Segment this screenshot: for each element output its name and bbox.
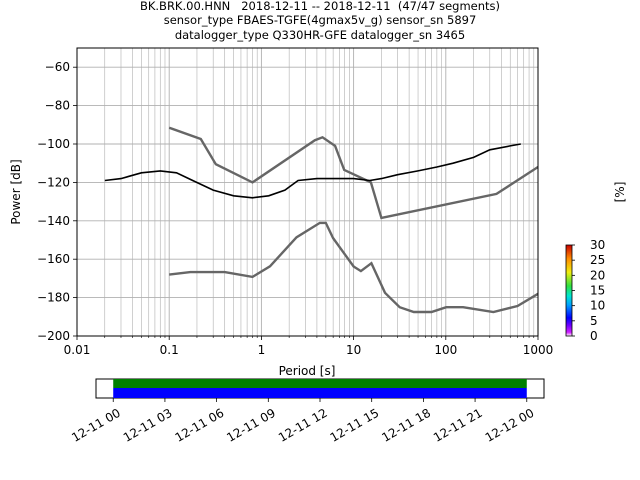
nlnm-curve bbox=[169, 221, 538, 314]
time-tick-label: 12-11 09 bbox=[224, 406, 278, 445]
x-tick-label: 1000 bbox=[523, 343, 554, 357]
availability-bar-bottom bbox=[113, 388, 527, 398]
figure-title-line-1: BK.BRK.00.HNN 2018-12-11 -- 2018-12-11 (… bbox=[139, 0, 501, 13]
x-axis-ticks: 0.01 0.1 1 10 100 1000 bbox=[64, 336, 554, 357]
y-tick-label: −140 bbox=[37, 214, 70, 228]
figure-title-line-3: datalogger_type Q330HR-GFE datalogger_sn… bbox=[174, 28, 466, 42]
colorbar-tick-label: 0 bbox=[590, 329, 598, 343]
x-axis-label: Period [s] bbox=[279, 364, 336, 378]
mode-line-layer bbox=[104, 143, 521, 199]
y-axis-label: Power [dB] bbox=[9, 159, 23, 224]
plot-grid bbox=[76, 48, 538, 336]
x-tick-label: 0.01 bbox=[64, 343, 91, 357]
y-tick-label: −60 bbox=[45, 60, 70, 74]
time-tick-label: 12-11 21 bbox=[431, 406, 485, 445]
colorbar-tick-label: 15 bbox=[590, 284, 605, 298]
time-tick-label: 12-12 00 bbox=[483, 406, 537, 445]
time-tick-label: 12-11 00 bbox=[69, 406, 123, 445]
colorbar-tick-label: 25 bbox=[590, 253, 605, 267]
mode-line bbox=[104, 143, 521, 199]
plot-frame bbox=[76, 47, 539, 337]
nhnm-curve bbox=[168, 126, 538, 220]
colorbar-tick-label: 5 bbox=[590, 314, 598, 328]
x-tick-label: 10 bbox=[346, 343, 361, 357]
time-tick-label: 12-11 18 bbox=[379, 406, 433, 445]
time-tick-label: 12-11 03 bbox=[121, 406, 175, 445]
x-tick-label: 0.1 bbox=[160, 343, 179, 357]
y-tick-label: −120 bbox=[37, 175, 70, 189]
y-tick-label: −180 bbox=[37, 291, 70, 305]
time-tick-label: 12-11 06 bbox=[173, 406, 227, 445]
figure-title-line-2: sensor_type FBAES-TGFE(4gmax5v_g) sensor… bbox=[163, 13, 477, 27]
x-tick-label: 100 bbox=[434, 343, 457, 357]
time-tick-label: 12-11 12 bbox=[276, 406, 330, 445]
time-tick-label: 12-11 15 bbox=[328, 406, 382, 445]
colorbar-tick-label: 30 bbox=[590, 238, 605, 252]
noise-model-curves bbox=[168, 126, 538, 314]
colorbar-tick-label: 10 bbox=[590, 299, 605, 313]
x-tick-label: 1 bbox=[258, 343, 266, 357]
colorbar-label: [%] bbox=[613, 182, 627, 203]
y-tick-label: −80 bbox=[45, 99, 70, 113]
colorbar-gradient bbox=[565, 244, 573, 337]
y-tick-label: −100 bbox=[37, 137, 70, 151]
colorbar-tick-label: 20 bbox=[590, 268, 605, 282]
y-tick-label: −160 bbox=[37, 252, 70, 266]
availability-bar-top bbox=[113, 379, 527, 388]
y-tick-label: −200 bbox=[37, 329, 70, 343]
y-axis-ticks: −200 −180 −160 −140 −120 −100 −80 −60 bbox=[37, 60, 77, 343]
